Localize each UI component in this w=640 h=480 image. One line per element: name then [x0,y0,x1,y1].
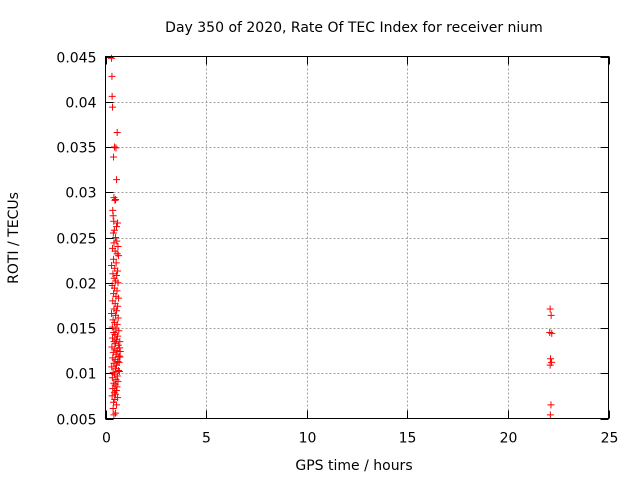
y-tick-label: 0.035 [56,141,96,157]
y-tick-label: 0.02 [65,277,96,293]
x-tick-label: 5 [202,431,211,447]
data-point-marker [547,401,555,409]
data-point-marker [116,338,124,346]
data-point-marker [112,144,120,152]
x-tick-label: 15 [399,431,417,447]
data-point-marker [108,72,116,80]
data-point-marker [110,388,118,396]
y-tick-label: 0.01 [65,367,96,383]
data-point-marker [110,239,118,247]
data-point-marker [114,267,122,275]
x-tick-label: 20 [500,431,518,447]
data-point-marker [114,219,122,227]
data-point-marker [113,320,121,328]
y-tick-label: 0.04 [65,96,96,112]
data-point-marker [546,411,554,419]
data-point-marker [108,323,116,331]
data-point-marker [548,329,556,337]
x-axis-label: GPS time / hours [295,458,412,474]
data-point-marker [116,344,124,352]
data-point-marker [110,379,118,387]
data-point-marker [547,311,555,319]
data-point-marker [115,367,123,375]
data-point-marker [115,294,123,302]
data-point-marker [108,392,116,400]
data-point-marker [109,103,117,111]
plot-frame [105,56,609,419]
x-tick-label: 10 [299,431,317,447]
data-point-marker [110,153,118,161]
data-point-marker [108,374,116,382]
data-point-marker [113,129,121,137]
data-point-marker [115,367,123,375]
tick-labels: 0 5 10 15 20 25 0.005 0.01 0.015 0.02 0.025 0.03 0.0… [56,51,618,447]
data-point-marker [112,365,120,373]
data-point-marker [113,383,121,391]
data-point-marker [114,279,122,287]
data-point-marker [108,92,116,100]
y-tick-label: 0.03 [65,186,96,202]
data-point-marker [109,405,117,413]
data-point-marker [114,357,122,365]
data-point-marker [110,329,118,337]
data-point-marker [113,223,121,231]
data-point-marker [113,307,121,315]
data-point-marker [112,409,120,417]
data-point-marker [114,332,122,340]
data-point-marker [108,310,116,318]
data-point-marker [115,358,123,366]
data-point-marker [109,385,117,393]
data-point-marker [112,390,120,398]
data-point-marker [108,54,116,62]
data-point-marker [109,212,117,220]
data-point-marker [108,363,116,371]
data-points [108,54,556,419]
data-point-marker [115,352,123,360]
data-point-marker [114,243,122,251]
data-point-marker [112,259,120,267]
data-point-marker [546,361,554,369]
x-tick-label: 0 [102,431,111,447]
data-point-marker [112,195,120,203]
data-point-marker [547,355,555,363]
data-point-marker [110,255,118,263]
data-point-marker [115,252,123,260]
y-tick-label: 0.015 [56,322,96,338]
x-tick-label: 25 [601,431,619,447]
y-tick-label: 0.025 [56,232,96,248]
data-point-marker [109,368,117,376]
data-point-marker [111,143,119,151]
y-axis-label: ROTI / TECUs [6,192,22,284]
data-point-marker [109,229,117,237]
data-point-marker [114,377,122,385]
y-tick-label: 0.045 [56,51,96,67]
data-point-marker [546,305,554,313]
data-point-marker [114,302,122,310]
data-point-marker [110,217,118,225]
data-point-marker [115,327,123,335]
data-point-marker [112,234,120,241]
data-point-marker [109,334,117,342]
data-point-marker [109,270,117,278]
data-point-marker [111,381,119,389]
y-tick-label: 0.005 [56,413,96,429]
data-point-marker [113,176,121,184]
data-point-marker [110,411,118,419]
chart-title: Day 350 of 2020, Rate Of TEC Index for r… [165,20,543,36]
data-point-marker [113,401,121,409]
axis-ticks [105,56,610,420]
grid [105,56,609,419]
data-point-marker [113,372,121,380]
data-point-marker [111,196,119,204]
data-point-marker [116,348,124,356]
data-point-marker [114,314,122,322]
data-point-marker [113,250,121,258]
